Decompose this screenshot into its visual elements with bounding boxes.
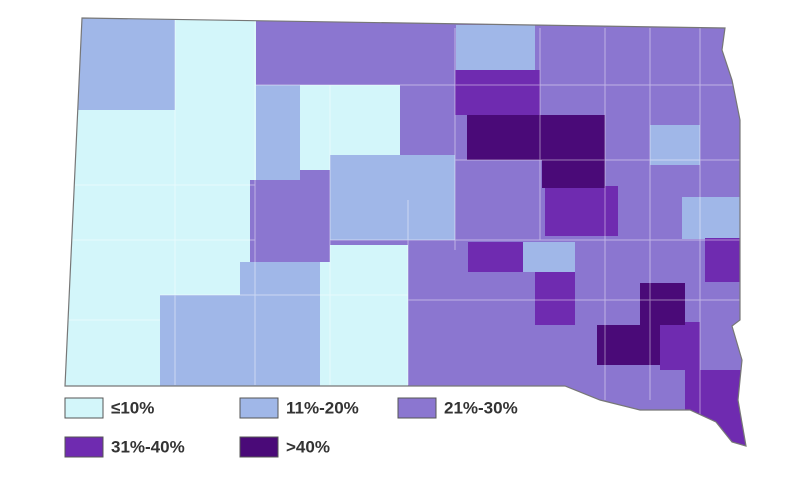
state-outline <box>64 17 747 447</box>
legend-label: 31%-40% <box>111 437 185 456</box>
legend-swatch <box>397 397 437 419</box>
legend-label: 21%-30% <box>444 398 518 417</box>
legend-swatch <box>239 436 279 458</box>
legend-label: ≤10% <box>111 398 154 417</box>
legend-label: >40% <box>286 437 330 456</box>
counties <box>65 18 746 446</box>
legend-swatch <box>64 436 104 458</box>
legend-swatch <box>239 397 279 419</box>
legend-swatch <box>64 397 104 419</box>
legend-label: 11%-20% <box>286 398 359 417</box>
legend: ≤10% 11%-20% 21%-30% 31%-40% >40% <box>64 397 518 458</box>
